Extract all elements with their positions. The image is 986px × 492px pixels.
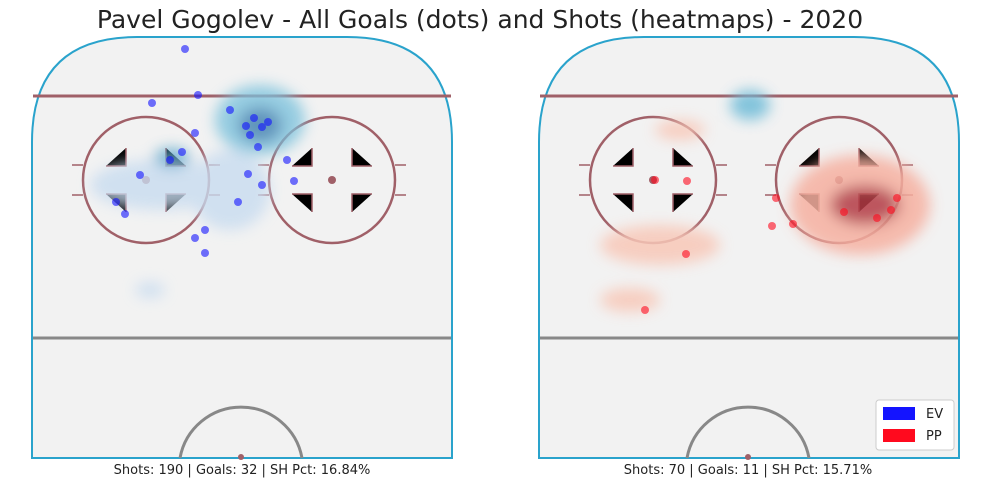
legend-label: EV: [926, 407, 943, 422]
legend: EV PP: [883, 407, 943, 444]
legend-label: PP: [926, 429, 942, 444]
legend-swatch: [883, 429, 915, 442]
chart-title: Pavel Gogolev - All Goals (dots) and Sho…: [97, 5, 863, 34]
goal-dots-right: [641, 176, 901, 314]
goal-dots-left: [112, 45, 298, 257]
heatmap-right: [600, 90, 930, 312]
legend-swatch: [883, 407, 915, 420]
caption: Shots: 70 | Goals: 11 | SH Pct: 15.71%: [624, 463, 872, 478]
caption: Shots: 190 | Goals: 32 | SH Pct: 16.84%: [114, 463, 371, 478]
